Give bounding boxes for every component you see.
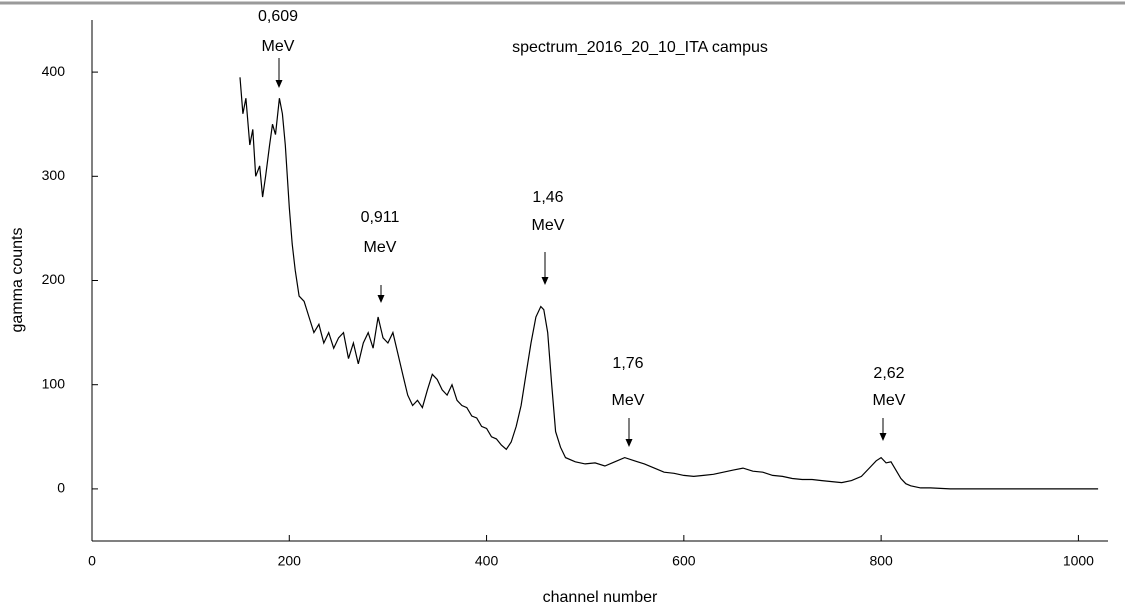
annotation-text: MeV bbox=[532, 217, 565, 234]
y-tick-label: 300 bbox=[42, 167, 66, 183]
spectrum-line bbox=[239, 77, 1099, 490]
x-tick-label: 200 bbox=[278, 553, 302, 569]
y-tick-label: 100 bbox=[42, 375, 66, 391]
annotation-arrowhead bbox=[879, 433, 887, 441]
y-tick-label: 200 bbox=[42, 271, 66, 287]
annotation-text: MeV bbox=[612, 392, 645, 409]
x-tick-label: 400 bbox=[475, 553, 499, 569]
x-tick-label: 0 bbox=[88, 553, 96, 569]
annotation-text: MeV bbox=[873, 392, 906, 409]
y-tick-label: 0 bbox=[57, 480, 65, 496]
y-axis-label: gamma counts bbox=[9, 228, 26, 333]
annotation-arrowhead bbox=[377, 295, 385, 303]
annotation-text: 2,62 bbox=[873, 365, 904, 382]
annotation-text: MeV bbox=[364, 239, 397, 256]
annotation-arrowhead bbox=[625, 439, 633, 447]
y-tick-label: 400 bbox=[42, 63, 66, 79]
x-tick-label: 800 bbox=[869, 553, 893, 569]
annotation-text: 1,76 bbox=[612, 355, 643, 372]
chart-title: spectrum_2016_20_10_ITA campus bbox=[512, 39, 768, 56]
annotation-text: 0,609 bbox=[258, 8, 298, 25]
annotation-text: MeV bbox=[262, 38, 295, 55]
x-axis-label: channel number bbox=[543, 589, 658, 606]
x-tick-label: 600 bbox=[672, 553, 696, 569]
annotation-arrowhead bbox=[541, 277, 549, 285]
annotation-text: 1,46 bbox=[532, 189, 563, 206]
annotation-text: 0,911 bbox=[361, 209, 400, 226]
annotation-arrowhead bbox=[275, 80, 283, 88]
x-tick-label: 1000 bbox=[1063, 553, 1094, 569]
